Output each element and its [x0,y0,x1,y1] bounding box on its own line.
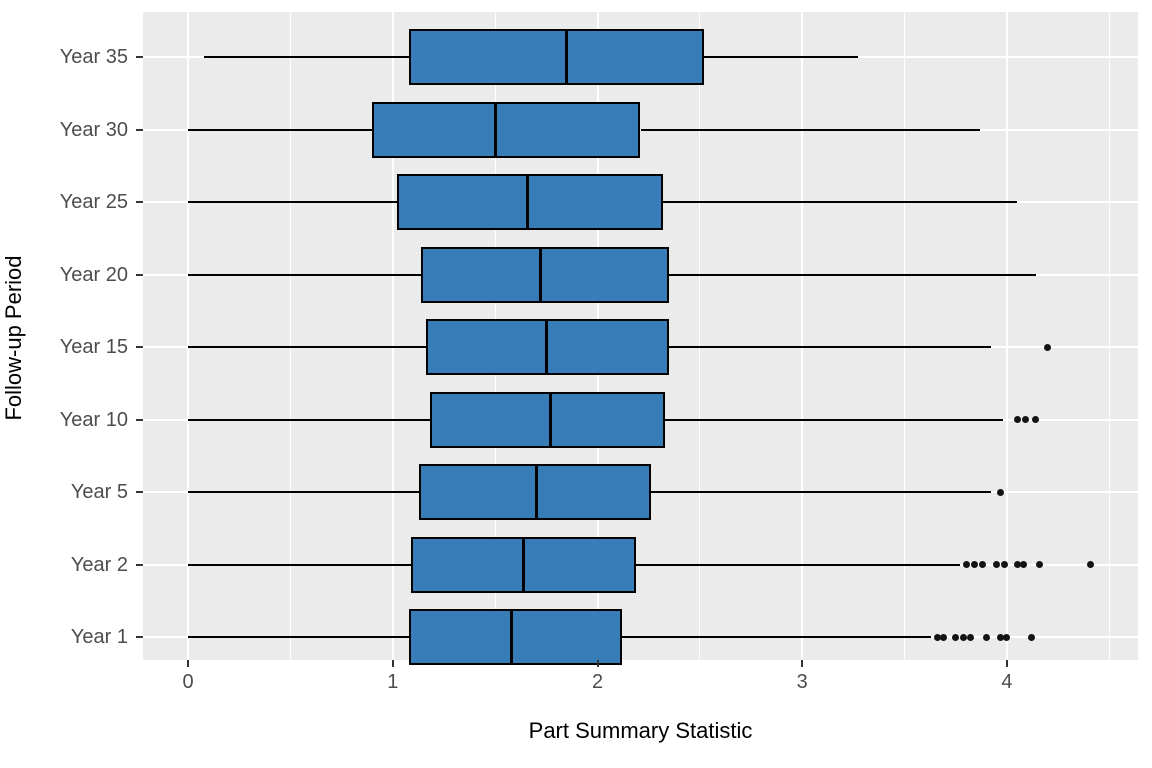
y-axis-tick [136,491,143,493]
outlier-point [1001,561,1009,568]
whisker-lower [204,56,410,58]
whisker-lower [188,563,412,566]
y-axis-tick [136,201,143,203]
x-tick-label: 2 [591,671,604,693]
y-axis-tick [136,346,143,348]
outlier-point [1032,416,1040,423]
outlier-point [1013,416,1021,423]
median-line [565,29,569,85]
outlier-point [933,633,941,641]
plot-panel [143,12,1138,665]
median-line [534,464,538,520]
whisker-lower [188,128,373,131]
whisker-lower [188,418,430,421]
boxplot-box [421,246,670,303]
y-tick-label: Year 15 [59,336,128,358]
whisker-lower [188,273,422,276]
whisker-lower [188,636,410,638]
y-axis-tick [136,273,143,276]
whisker-upper [650,491,991,493]
outlier-point [1003,633,1011,641]
y-tick-label: Year 2 [70,553,128,576]
x-axis-tick [187,660,190,667]
outlier-point [960,633,968,641]
median-line [526,174,530,230]
whisker-upper [663,201,1018,203]
outlier-point [1021,416,1029,423]
outlier-point [970,561,978,568]
y-tick-label: Year 25 [59,191,128,213]
y-tick-label: Year 10 [59,408,128,431]
outlier-point [982,633,990,641]
y-tick-label: Year 20 [59,263,128,286]
gridline-major-vertical [187,12,190,660]
median-line [544,319,548,375]
x-axis-title: Part Summary Statistic [528,718,753,743]
whisker-upper [622,636,932,638]
gridline-major-vertical [391,12,394,660]
whisker-lower [188,346,426,348]
gridline-major-vertical [801,12,804,660]
whisker-upper [669,273,1036,276]
boxplot-box [409,609,623,665]
y-axis-tick [136,563,143,566]
outlier-point [997,633,1005,641]
y-tick-label: Year 30 [59,118,128,141]
outlier-point [1036,561,1044,568]
gridline-major-vertical [1005,12,1008,660]
outlier-point [1087,561,1095,568]
x-axis-tick [596,660,599,667]
whisker-upper [636,563,960,566]
whisker-upper [703,56,858,58]
y-tick-label: Year 35 [59,46,128,68]
outlier-point [1028,633,1036,641]
outlier-point [962,561,970,568]
median-line [548,391,552,448]
outlier-point [940,633,947,641]
gridline-minor-vertical [289,12,291,660]
y-axis-tick [136,56,143,58]
outlier-point [997,488,1005,496]
boxplot-box [409,29,704,85]
median-line [538,246,542,303]
outlier-point [993,561,1001,568]
median-line [510,609,514,665]
gridline-minor-vertical [1108,12,1110,660]
boxplot-box [396,174,663,230]
x-axis-tick [391,660,394,667]
gridline-minor-vertical [904,12,906,660]
outlier-point [952,633,960,641]
x-axis-tick [1005,660,1008,667]
outlier-point [1013,561,1021,568]
x-tick-label: 0 [182,671,194,693]
x-tick-label: 1 [387,671,399,693]
whisker-upper [665,418,1003,421]
gridline-minor-vertical [699,12,701,660]
outlier-point [1019,561,1027,568]
x-tick-label: 4 [1001,671,1013,693]
y-axis-tick [136,418,143,421]
outlier-point [978,561,986,568]
outlier-point [1044,343,1052,351]
whisker-lower [188,201,397,203]
whisker-upper [669,346,991,348]
y-tick-label: Year 5 [70,481,128,503]
boxplot-box [372,101,641,158]
x-axis-tick [801,660,804,667]
outlier-point [966,633,974,641]
y-axis-title: Follow-up Period [1,255,26,421]
median-line [493,101,497,158]
whisker-upper [640,128,981,131]
y-axis-tick [136,636,143,638]
y-axis-tick [136,128,143,131]
x-tick-label: 3 [796,671,808,693]
whisker-lower [188,491,420,493]
y-tick-label: Year 1 [70,626,128,648]
median-line [522,536,526,593]
boxplot-box [429,391,666,448]
